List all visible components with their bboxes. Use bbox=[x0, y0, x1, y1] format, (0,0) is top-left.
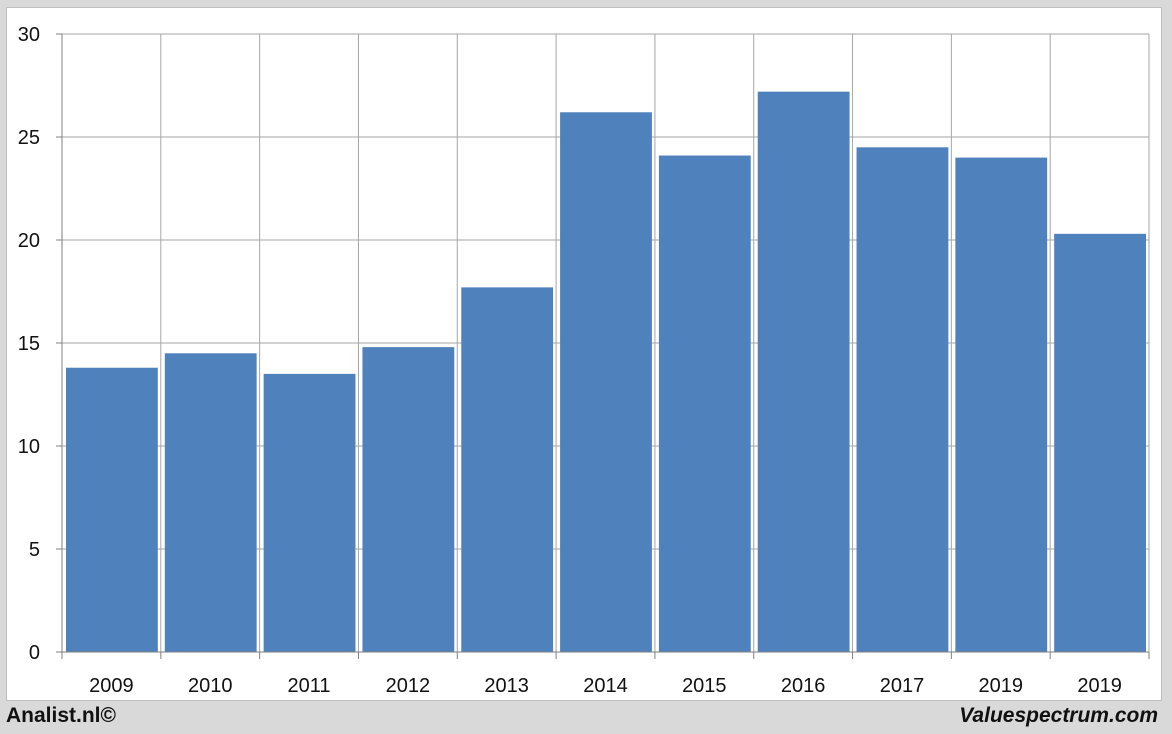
bar bbox=[658, 155, 751, 653]
x-tick-label: 2019 bbox=[1077, 675, 1122, 697]
bar bbox=[757, 91, 850, 653]
bar bbox=[461, 287, 554, 652]
bar bbox=[1054, 233, 1146, 652]
y-tick-labels: 0 5 10 15 20 25 30 bbox=[18, 24, 40, 664]
bar bbox=[164, 353, 257, 652]
x-tick-label: 2014 bbox=[583, 675, 628, 697]
footer-brand-left: Analist.nl© bbox=[6, 704, 116, 727]
bars bbox=[66, 91, 1146, 653]
x-tick-label: 2010 bbox=[188, 675, 233, 697]
y-tick-label: 30 bbox=[18, 24, 40, 46]
axes bbox=[56, 33, 1150, 659]
y-tick-label: 25 bbox=[18, 127, 40, 149]
footer-brand-right: Valuespectrum.com bbox=[959, 704, 1158, 727]
bar bbox=[955, 157, 1048, 652]
x-tick-label: 2013 bbox=[484, 675, 529, 697]
y-tick-label: 10 bbox=[18, 436, 40, 458]
x-tick-label: 2009 bbox=[89, 675, 134, 697]
y-tick-label: 0 bbox=[29, 642, 40, 664]
bar bbox=[263, 373, 356, 652]
x-tick-label: 2016 bbox=[781, 675, 826, 697]
x-tick-label: 2019 bbox=[979, 675, 1024, 697]
x-tick-label: 2011 bbox=[288, 675, 331, 697]
x-tick-label: 2015 bbox=[682, 675, 727, 697]
y-tick-label: 5 bbox=[29, 539, 40, 561]
y-tick-label: 15 bbox=[18, 333, 40, 355]
x-tick-label: 2012 bbox=[386, 675, 431, 697]
bar bbox=[560, 112, 652, 652]
bar bbox=[66, 367, 158, 652]
bar bbox=[856, 147, 949, 653]
bar bbox=[362, 347, 455, 652]
x-tick-label: 2017 bbox=[880, 675, 925, 697]
y-tick-label: 20 bbox=[18, 230, 40, 252]
x-tick-labels: 2009 2010 2011 2012 2013 2014 2015 2016 2017 2019… bbox=[89, 675, 1122, 697]
